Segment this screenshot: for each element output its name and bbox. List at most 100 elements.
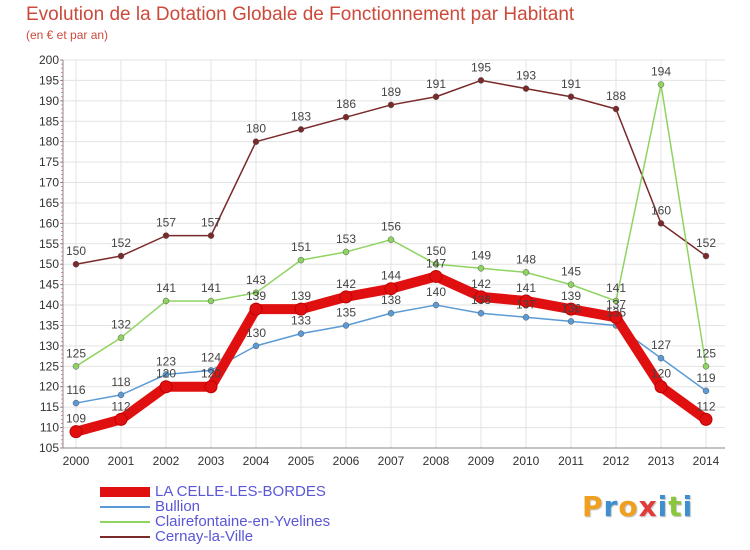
data-point [567, 281, 575, 288]
data-point [519, 294, 533, 308]
data-label: 132 [111, 318, 131, 332]
data-point [387, 101, 395, 109]
data-label: 191 [561, 77, 581, 91]
data-label: 144 [381, 269, 401, 283]
data-point [204, 380, 218, 394]
data-point [339, 290, 353, 304]
data-point [609, 310, 623, 324]
data-label: 141 [516, 281, 536, 295]
data-point [567, 318, 575, 325]
y-tick-label: 185 [39, 114, 59, 128]
data-point [522, 269, 530, 276]
y-tick-label: 200 [39, 53, 59, 67]
data-label: 147 [426, 256, 446, 270]
data-point [522, 314, 530, 321]
data-label: 138 [471, 293, 491, 307]
x-tick-label: 2007 [378, 454, 405, 468]
data-point [657, 354, 665, 362]
y-tick-label: 135 [39, 318, 59, 332]
data-label: 148 [516, 252, 536, 266]
data-point [252, 138, 260, 145]
data-point [564, 302, 578, 316]
data-label: 142 [471, 277, 491, 291]
data-point [342, 248, 350, 256]
data-label: 140 [426, 285, 446, 299]
data-label: 135 [606, 305, 626, 319]
data-label: 137 [606, 297, 626, 311]
data-label: 130 [246, 326, 266, 340]
data-point [612, 297, 620, 305]
data-label: 145 [561, 265, 581, 279]
y-tick-label: 110 [40, 421, 59, 435]
y-tick-label: 145 [39, 278, 59, 292]
data-label: 116 [66, 383, 85, 397]
data-point [702, 387, 710, 395]
data-point [69, 425, 83, 439]
data-label: 142 [336, 277, 356, 291]
x-tick-label: 2008 [423, 454, 450, 468]
data-label: 191 [426, 77, 446, 91]
data-point [162, 232, 170, 239]
y-tick-label: 105 [39, 441, 59, 455]
legend-label: Clairefontaine-en-Yvelines [155, 513, 331, 530]
data-label: 120 [201, 367, 221, 381]
data-point [72, 399, 80, 407]
data-point [117, 391, 125, 399]
data-point [252, 342, 260, 350]
y-tick-label: 180 [39, 135, 59, 149]
data-label: 194 [651, 65, 671, 79]
data-label: 193 [516, 69, 536, 83]
data-label: 195 [471, 60, 491, 74]
data-label: 141 [606, 281, 626, 295]
data-point [117, 252, 125, 260]
data-label: 150 [66, 244, 86, 258]
y-tick-label: 165 [39, 196, 59, 210]
legend-item: Bullion [100, 498, 330, 515]
data-label: 133 [291, 314, 311, 328]
data-point [342, 322, 350, 329]
data-point [477, 309, 485, 317]
data-label: 125 [696, 346, 716, 360]
chart-subtitle: (en € et par an) [26, 28, 109, 42]
x-tick-label: 2002 [153, 454, 180, 468]
y-tick-label: 195 [39, 73, 59, 87]
data-point [159, 380, 173, 394]
data-label: 186 [336, 97, 356, 111]
data-point [342, 113, 350, 121]
data-label: 139 [246, 289, 266, 303]
data-label: 149 [471, 248, 491, 262]
legend-label: LA CELLE-LES-BORDES [155, 483, 326, 500]
data-label: 119 [696, 371, 715, 385]
y-tick-label: 190 [39, 94, 59, 108]
x-tick-label: 2004 [243, 454, 270, 468]
data-label: 189 [381, 85, 401, 99]
data-point [429, 269, 443, 283]
data-label: 183 [291, 109, 311, 123]
data-point [612, 105, 620, 113]
data-point [702, 363, 710, 370]
data-label: 150 [426, 244, 446, 258]
y-tick-label: 140 [39, 298, 59, 312]
y-tick-label: 120 [39, 380, 59, 394]
data-label: 137 [516, 297, 536, 311]
data-point [297, 330, 305, 337]
data-label: 157 [156, 216, 176, 230]
data-label: 135 [336, 305, 356, 319]
data-label: 138 [381, 293, 401, 307]
y-tick-label: 160 [39, 216, 59, 230]
x-tick-label: 2003 [198, 454, 225, 468]
data-point [384, 282, 398, 296]
y-tick-label: 115 [40, 400, 59, 414]
data-point [387, 236, 395, 243]
legend-swatch [100, 486, 150, 497]
data-point [522, 85, 530, 92]
data-point [294, 302, 308, 316]
data-point [432, 260, 440, 268]
data-label: 120 [651, 367, 671, 381]
chart-legend: LA CELLE-LES-BORDES Bullion Clairefontaine… [100, 483, 331, 545]
data-point [654, 380, 668, 394]
x-tick-label: 2011 [558, 454, 584, 468]
data-label: 180 [246, 122, 266, 136]
y-tick-label: 170 [39, 176, 59, 190]
legend-swatch [100, 535, 150, 538]
